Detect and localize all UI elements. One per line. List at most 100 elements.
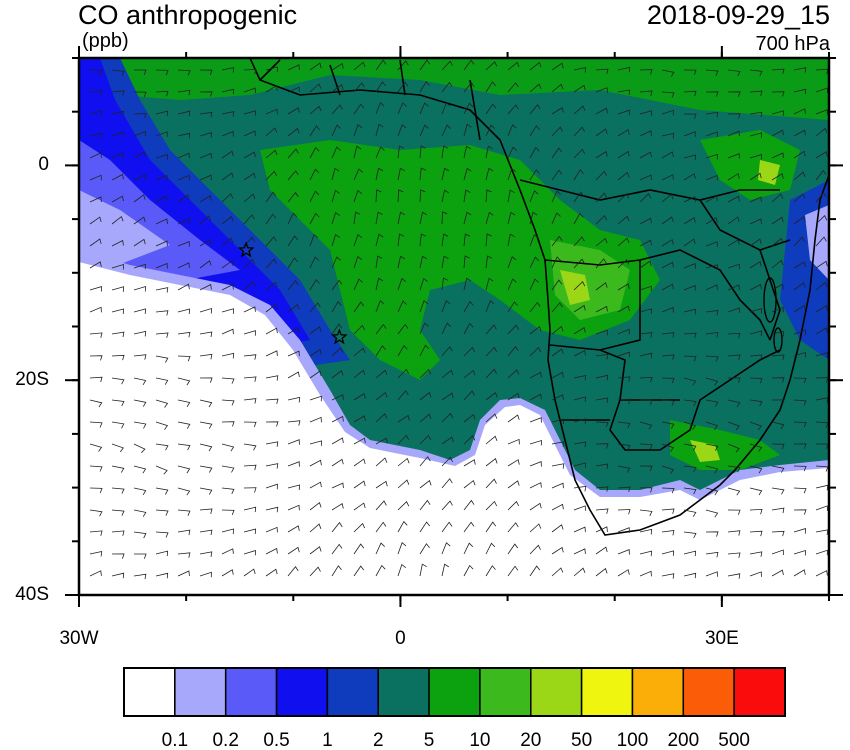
wind-barb [727,195,740,203]
wind-barb [309,234,319,247]
wind-barb [683,131,696,137]
wind-barb [375,211,383,225]
wind-barb [243,281,256,291]
wind-barb [419,81,430,93]
wind-barb [727,153,740,159]
wind-barb [705,399,719,407]
wind-barb [111,131,124,138]
wind-barb [397,368,409,379]
wind-barb [89,69,103,76]
wind-barb [133,443,146,453]
wind-barb [749,218,762,225]
wind-barb [419,563,427,577]
wind-barb [89,90,103,96]
wind-barb [771,259,784,269]
wind-barb [419,344,430,357]
wind-barb [89,196,102,203]
wind-barb [683,216,696,225]
wind-barb [89,487,103,494]
wind-barb [771,193,784,203]
wind-barb [551,524,564,533]
wind-barb [463,145,472,159]
wind-barb [89,465,103,472]
wind-barb [463,123,472,137]
wind-barb [705,377,719,386]
wind-barb [683,196,696,203]
colorbar-cell [428,667,481,717]
wind-barb [89,376,103,383]
wind-barb [771,129,784,137]
wind-barb [463,300,474,313]
wind-barb [683,308,697,315]
wind-barb [639,509,653,517]
wind-barb [705,131,718,137]
wind-barb [243,214,255,225]
units-label: (ppb) [82,30,129,52]
wind-barb [353,124,363,137]
wind-barb [507,189,515,203]
wind-barb [529,461,542,467]
colorbar-label: 2 [373,730,384,750]
wind-barb [199,421,213,429]
wind-barb [573,526,586,533]
wind-barb [287,86,300,93]
colorbar-cell [580,667,634,717]
colorbar-frame [123,667,786,717]
wind-barb [727,173,740,181]
wind-barb [89,174,102,181]
wind-barb [441,211,448,225]
wind-barb [419,211,428,225]
wind-barb [639,90,653,96]
wind-barb [749,487,763,496]
wind-barb [771,530,785,537]
wind-barb [111,572,125,579]
wind-barb [177,552,191,558]
wind-barb [199,571,212,578]
wind-barb [463,211,472,225]
wind-barb [793,216,806,225]
wind-barb [529,146,540,159]
wind-barb [485,346,498,357]
colorbar-cell [733,667,786,717]
wind-barb [617,328,630,335]
wind-barb [727,113,741,119]
wind-barb [551,106,564,115]
wind-barb [243,354,257,360]
wind-barb [397,390,409,401]
wind-barb [199,331,213,338]
wind-barb [133,263,146,270]
wind-barb [683,509,697,517]
wind-barb [617,465,631,473]
wind-barb [111,173,124,181]
wind-barb [661,261,674,269]
wind-barb [177,110,191,117]
axis-ticks [65,46,843,607]
wind-barb [221,548,234,555]
wind-barb [463,435,476,445]
wind-barb [155,332,169,338]
co-field-east-ocean-clean [805,205,829,280]
wind-barb [595,107,608,115]
wind-barb [111,443,124,453]
wind-barb [573,169,584,181]
colorbar-label: 20 [520,730,541,750]
wind-barb [815,305,828,313]
wind-barb [375,255,383,269]
wind-barb [331,458,344,467]
wind-barb [595,508,609,514]
wind-barb [507,104,519,115]
wind-barb [331,543,343,555]
wind-barb [397,457,410,467]
wind-barb [793,193,806,203]
wind-barb [375,167,384,181]
wind-barb [441,60,453,71]
wind-barb [771,487,785,495]
wind-barb [243,68,257,75]
wind-barb [661,91,675,98]
wind-barb [397,434,409,445]
wind-barb [441,322,451,335]
wind-barb [353,234,363,247]
wind-barb [397,323,409,335]
wind-barb [309,190,320,203]
wind-barbs [89,59,829,580]
